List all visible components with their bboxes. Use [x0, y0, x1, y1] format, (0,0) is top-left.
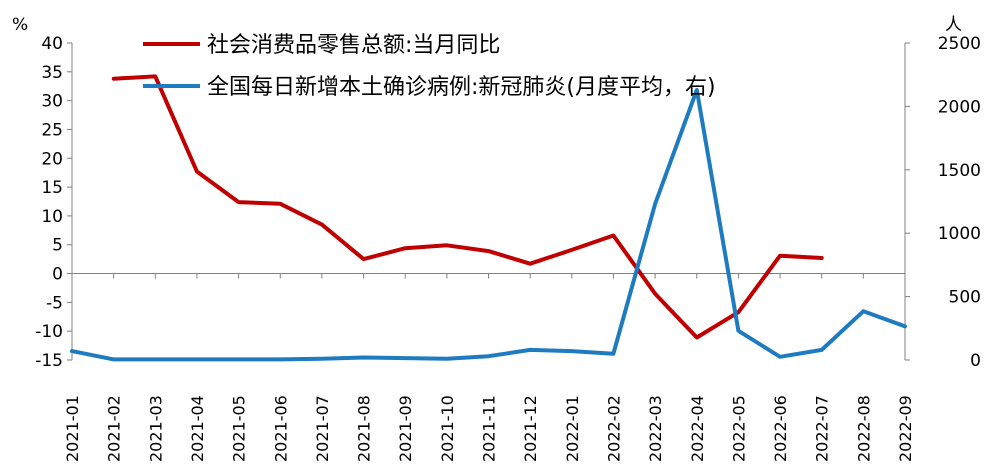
- left-axis-tick-label: 15: [41, 178, 63, 198]
- right-axis-tick-label: 0: [970, 351, 981, 371]
- right-axis-unit: 人: [945, 15, 962, 35]
- right-axis-tick-label: 500: [949, 288, 981, 308]
- x-axis-tick-label: 2022-06: [771, 395, 790, 462]
- right-axis-tick-label: 2500: [938, 34, 981, 54]
- left-axis-tick-label: 40: [41, 34, 63, 54]
- legend-label: 全国每日新增本土确诊病例:新冠肺炎(月度平均，右): [207, 75, 716, 100]
- left-axis-tick-label: -15: [35, 351, 63, 371]
- left-axis-tick-label: 25: [41, 120, 63, 140]
- series-group: [70, 74, 907, 362]
- x-axis-tick-label: 2022-09: [896, 395, 915, 462]
- left-axis-tick-label: 5: [52, 236, 63, 256]
- left-axis-tick-label: 10: [41, 207, 63, 227]
- series-line-cases: [70, 87, 907, 362]
- x-axis-tick-label: 2022-08: [854, 395, 873, 462]
- right-axis-tick-label: 1000: [938, 224, 981, 244]
- left-axis-tick-label: 0: [52, 265, 63, 285]
- x-axis-tick-label: 2021-12: [521, 395, 540, 462]
- series-line-retail: [111, 74, 824, 340]
- legend-label: 社会消费品零售总额:当月同比: [207, 33, 500, 58]
- x-axis-tick-label: 2021-01: [63, 395, 82, 462]
- left-axis-tick-label: 35: [41, 63, 63, 83]
- x-axis-tick-label: 2021-06: [271, 395, 290, 462]
- x-axis-tick-label: 2021-02: [105, 395, 124, 462]
- x-axis-tick-label: 2022-01: [563, 395, 582, 462]
- x-axis-tick-label: 2021-10: [438, 395, 457, 462]
- right-axis-tick-label: 1500: [938, 161, 981, 181]
- x-axis-tick-label: 2022-03: [646, 395, 665, 462]
- x-axis-tick-label: 2021-03: [146, 395, 165, 462]
- x-axis-tick-label: 2022-05: [729, 395, 748, 462]
- x-axis-tick-label: 2021-07: [313, 395, 332, 462]
- x-axis-tick-label: 2021-08: [355, 395, 374, 462]
- x-axis-tick-label: 2022-02: [604, 395, 623, 462]
- left-axis-tick-label: -5: [46, 293, 63, 313]
- left-axis-unit: %: [12, 15, 28, 35]
- left-axis-tick-label: 20: [41, 149, 63, 169]
- axes-group: 40 35 30 25 20 15 10 5 0 -5 -10 -15% 2500 2000 1500 100…: [12, 15, 981, 462]
- x-axis-tick-label: 2021-04: [188, 395, 207, 462]
- x-axis-tick-label: 2021-05: [230, 395, 249, 462]
- x-axis-tick-label: 2021-11: [480, 395, 499, 462]
- left-axis-tick-label: 30: [41, 92, 63, 112]
- x-axis-tick-label: 2021-09: [396, 395, 415, 462]
- x-axis-tick-label: 2022-04: [688, 395, 707, 462]
- x-axis-tick-label: 2022-07: [813, 395, 832, 462]
- left-axis-tick-label: -10: [35, 322, 63, 342]
- right-axis-tick-label: 2000: [938, 97, 981, 117]
